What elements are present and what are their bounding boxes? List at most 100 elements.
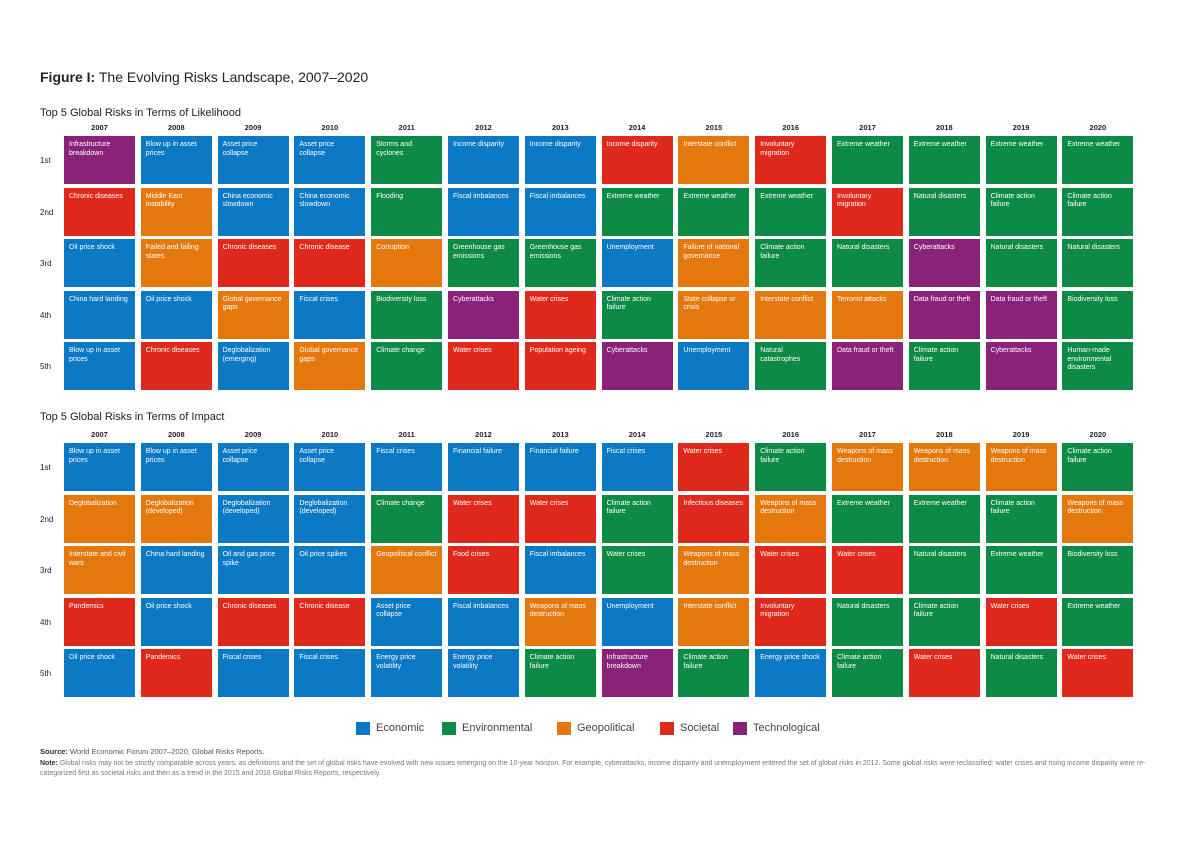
figure-title-bold: Figure I: bbox=[40, 69, 96, 85]
risk-cell: Food crises bbox=[448, 546, 519, 594]
risk-label: Asset price collapse bbox=[299, 448, 335, 464]
legend-swatch bbox=[442, 721, 456, 735]
risk-label: Climate change bbox=[376, 499, 425, 507]
risk-cell: Data fraud or theft bbox=[832, 342, 903, 390]
rank-label: 1st bbox=[40, 463, 51, 472]
risk-label: Natural disasters bbox=[990, 654, 1044, 661]
year-header: 2009 bbox=[244, 430, 262, 439]
risk-label: Fiscal crises bbox=[606, 448, 646, 455]
risk-label: Natural disasters bbox=[1067, 244, 1120, 251]
legend-item: Geopolitical bbox=[557, 720, 634, 736]
rank-label: 3rd bbox=[40, 259, 52, 268]
risk-label: Water crises bbox=[453, 347, 492, 354]
risk-cell: China hard landing bbox=[140, 546, 212, 594]
year-header: 2015 bbox=[705, 430, 723, 439]
risk-label: Unemployment bbox=[606, 244, 654, 251]
risk-cell: Climate action failure bbox=[755, 443, 827, 491]
risk-label: Cyberattacks bbox=[913, 244, 955, 251]
risk-label: Interstate conflict bbox=[683, 602, 737, 610]
year-header: 2008 bbox=[167, 123, 185, 132]
risk-cell: Climate action failure bbox=[908, 342, 980, 390]
risk-label: Unemployment bbox=[683, 347, 731, 354]
risk-cell: Deglobalization (developed) bbox=[294, 494, 366, 543]
risk-cell: Asset price collapse bbox=[371, 597, 443, 646]
risk-label: Weapons of mass destruction bbox=[990, 448, 1047, 464]
risk-label: Weapons of mass destruction bbox=[529, 602, 586, 619]
risk-cell: Oil price shock bbox=[64, 239, 135, 287]
risk-cell: Biodiversity loss bbox=[1062, 546, 1134, 594]
risk-label: Climate action failure bbox=[837, 654, 882, 670]
risk-cell: China economic slowdown bbox=[217, 187, 289, 236]
risk-cell: Income disparity bbox=[524, 136, 596, 184]
risk-cell: Water crises bbox=[524, 290, 596, 339]
risk-label: Water crises bbox=[606, 551, 646, 558]
risk-label: Natural disasters bbox=[837, 244, 890, 251]
year-header: 2011 bbox=[398, 123, 415, 132]
risk-label: Cyberattacks bbox=[606, 347, 648, 354]
risk-label: Food crises bbox=[453, 551, 490, 558]
rank-label: 2nd bbox=[40, 514, 54, 524]
risk-cell: Asset price collapse bbox=[217, 136, 289, 184]
risk-cell: Extreme weather bbox=[908, 136, 980, 184]
risk-label: Water crises bbox=[683, 448, 723, 455]
risk-label: Data fraud or theft bbox=[990, 295, 1048, 303]
risk-cell: Water crises bbox=[601, 546, 673, 594]
risk-label: Extreme weather bbox=[1067, 141, 1121, 148]
risk-label: Energy price volatility bbox=[376, 654, 416, 670]
risk-label: Blow up in asset prices bbox=[145, 141, 197, 157]
risk-label: Fiscal imbalances bbox=[529, 551, 586, 558]
risk-cell: Deglobalization (emerging) bbox=[217, 342, 289, 390]
risk-cell: Extreme weather bbox=[755, 187, 827, 236]
risk-label: Fiscal crises bbox=[376, 448, 415, 455]
risk-label: Water crises bbox=[453, 499, 492, 507]
risk-label: Natural disasters bbox=[837, 602, 890, 610]
risk-cell: Climate action failure bbox=[678, 649, 750, 697]
risk-cell: Chronic diseases bbox=[140, 342, 212, 390]
risk-label: Extreme weather bbox=[837, 499, 890, 507]
risk-label: Biodiversity loss bbox=[1067, 295, 1118, 303]
risk-cell: Greenhouse gas emissions bbox=[524, 239, 596, 287]
risk-cell: Fiscal crises bbox=[217, 649, 289, 697]
risk-cell: Financial failure bbox=[448, 443, 519, 491]
risk-label: Global governance gaps bbox=[299, 347, 359, 363]
risk-cell: Financial failure bbox=[524, 443, 596, 491]
risk-cell: Population ageing bbox=[524, 342, 596, 390]
risk-cell: Chronic diseases bbox=[217, 239, 289, 287]
risk-cell: Natural disasters bbox=[832, 597, 903, 646]
legend: Economic Environmental Geopolitical Societa… bbox=[0, 720, 1200, 736]
risk-label: Income disparity bbox=[529, 141, 581, 148]
risk-cell: Income disparity bbox=[601, 136, 673, 184]
risk-cell: Chronic diseases bbox=[217, 597, 289, 646]
risk-label: Fiscal crises bbox=[299, 654, 338, 661]
risk-cell: Pandemics bbox=[64, 597, 135, 646]
risk-cell: Unemployment bbox=[601, 597, 673, 646]
source-text: World Economic Forum 2007–2020, Global R… bbox=[67, 747, 265, 756]
risk-label: Climate action failure bbox=[1067, 192, 1112, 209]
risk-label: China hard landing bbox=[69, 295, 128, 303]
risk-cell: Water crises bbox=[678, 443, 750, 491]
risk-cell: Climate action failure bbox=[985, 494, 1057, 543]
risk-cell: Blow up in asset prices bbox=[64, 443, 135, 491]
risk-label: State collapse or crisis bbox=[683, 295, 736, 312]
risk-cell: Extreme weather bbox=[908, 494, 980, 543]
risk-cell: Data fraud or theft bbox=[985, 290, 1057, 339]
risk-cell: Fiscal imbalances bbox=[524, 546, 596, 594]
rank-label: 3rd bbox=[40, 566, 52, 575]
legend-swatch bbox=[557, 721, 571, 735]
risk-cell: Oil price spikes bbox=[294, 546, 366, 594]
risk-cell: Involuntary migration bbox=[755, 136, 827, 184]
risk-label: Weapons of mass destruction bbox=[683, 551, 740, 567]
risk-label: Failed and failing states bbox=[145, 244, 199, 260]
legend-label: Societal bbox=[680, 722, 720, 734]
risk-label: Climate action failure bbox=[760, 448, 805, 464]
risk-cell: Water crises bbox=[448, 342, 519, 390]
risk-cell: Energy price volatility bbox=[371, 649, 443, 697]
risk-cell: Water crises bbox=[524, 494, 596, 543]
risk-cell: Weapons of mass destruction bbox=[985, 443, 1057, 491]
year-header: 2017 bbox=[859, 123, 876, 132]
impact-grid: 2007 2008 2009 2010 2011 2012 2013 2014 2015 2016… bbox=[40, 430, 1140, 702]
notes-line: Note: Global risks may not be strictly c… bbox=[40, 759, 1150, 779]
risk-label: Weapons of mass destruction bbox=[1067, 499, 1124, 516]
risk-label: Deglobalization (emerging) bbox=[222, 347, 271, 363]
risk-label: Extreme weather bbox=[990, 551, 1044, 558]
